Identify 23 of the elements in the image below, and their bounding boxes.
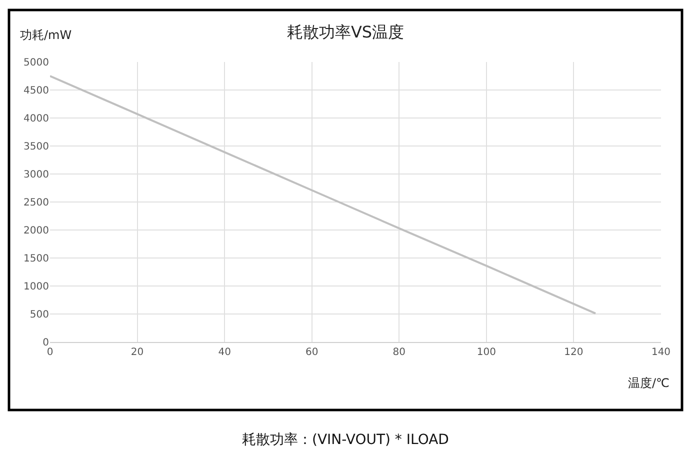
y-tick-label: 5000 — [24, 58, 49, 68]
y-tick-label: 3000 — [24, 170, 49, 180]
x-tick-label: 40 — [218, 347, 231, 358]
y-axis-title: 功耗/mW — [20, 28, 72, 42]
line-series — [50, 75, 597, 314]
y-tick-label: 2000 — [24, 226, 49, 236]
y-tick-label: 0 — [42, 338, 49, 348]
y-tick-label: 500 — [30, 310, 49, 320]
chart-title: 耗散功率VS温度 — [286, 22, 404, 42]
x-tick-label: 80 — [392, 347, 406, 358]
text: 耗散功率：(VIN-VOUT) * ILOAD — [242, 432, 449, 448]
x-tick-label: 120 — [564, 347, 584, 358]
x-tick-label: 100 — [476, 347, 496, 358]
y-tick-label: 4000 — [24, 114, 49, 124]
y-tick-label: 2500 — [24, 198, 49, 208]
x-axis-title: 温度/℃ — [628, 376, 670, 390]
y-tick-label: 1000 — [24, 282, 49, 292]
x-tick-label: 140 — [651, 347, 671, 358]
y-tick-label: 4500 — [24, 86, 49, 96]
y-tick-label: 3500 — [24, 142, 49, 152]
x-tick-label: 60 — [305, 347, 318, 358]
x-tick-label: 20 — [130, 347, 144, 358]
y-tick-label: 1500 — [24, 254, 49, 264]
